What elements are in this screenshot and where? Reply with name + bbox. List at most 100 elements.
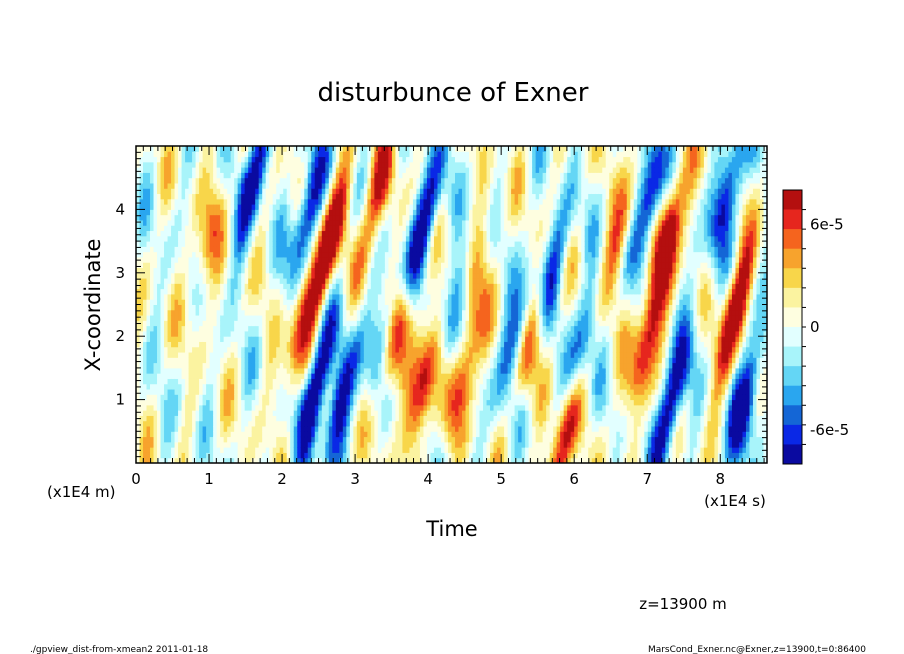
heatmap-cell	[374, 241, 379, 247]
heatmap-cell	[367, 410, 372, 416]
heatmap-cell	[143, 404, 148, 411]
heatmap-cell	[188, 293, 193, 300]
heatmap-cell	[237, 304, 242, 311]
heatmap-cell	[279, 378, 284, 385]
heatmap-cell	[388, 198, 393, 205]
heatmap-cell	[174, 378, 179, 385]
heatmap-cell	[272, 230, 277, 237]
heatmap-cell	[416, 352, 421, 358]
heatmap-cell	[286, 309, 291, 316]
heatmap-cell	[244, 330, 249, 337]
heatmap-cell	[199, 235, 204, 242]
heatmap-cell	[174, 399, 179, 406]
heatmap-cell	[321, 225, 326, 232]
heatmap-cell	[423, 373, 428, 379]
heatmap-cell	[370, 394, 375, 401]
heatmap-cell	[188, 394, 193, 401]
heatmap-cell	[199, 336, 204, 342]
heatmap-cell	[262, 415, 267, 422]
heatmap-cell	[321, 431, 326, 438]
heatmap-cell	[234, 299, 239, 305]
heatmap-cell	[276, 341, 281, 348]
heatmap-cell	[325, 172, 330, 179]
heatmap-cell	[286, 367, 291, 374]
heatmap-cell	[381, 457, 386, 464]
heatmap-cell	[363, 378, 368, 385]
heatmap-cell	[314, 447, 319, 453]
heatmap-cell	[283, 346, 288, 353]
heatmap-cell	[230, 288, 235, 295]
heatmap-cell	[174, 288, 179, 295]
heatmap-cell	[213, 352, 218, 358]
heatmap-cell	[220, 330, 225, 337]
heatmap-cell	[276, 251, 281, 258]
heatmap-cell	[307, 214, 312, 221]
heatmap-cell	[300, 309, 305, 316]
heatmap-cell	[300, 436, 305, 443]
heatmap-cell	[258, 209, 263, 216]
heatmap-cell	[286, 146, 291, 152]
heatmap-cell	[248, 293, 253, 300]
heatmap-cell	[423, 389, 428, 395]
heatmap-cell	[374, 262, 379, 269]
heatmap-cell	[276, 420, 281, 427]
heatmap-cell	[356, 436, 361, 443]
heatmap-cell	[328, 204, 333, 210]
heatmap-cell	[192, 399, 197, 406]
heatmap-cell	[143, 193, 148, 200]
heatmap-cell	[283, 399, 288, 406]
heatmap-cell	[153, 209, 158, 216]
heatmap-cell	[349, 209, 354, 216]
heatmap-cell	[244, 230, 249, 237]
heatmap-cell	[349, 373, 354, 379]
heatmap-cell	[318, 362, 323, 369]
heatmap-cell	[391, 225, 396, 232]
heatmap-cell	[391, 204, 396, 210]
heatmap-cell	[332, 415, 337, 422]
heatmap-cell	[150, 182, 155, 189]
heatmap-cell	[272, 315, 277, 321]
heatmap-cell	[402, 272, 407, 279]
heatmap-cell	[248, 151, 253, 158]
heatmap-cell	[199, 420, 204, 427]
heatmap-cell	[314, 304, 319, 311]
heatmap-cell	[227, 246, 232, 253]
heatmap-cell	[216, 225, 221, 232]
heatmap-cell	[178, 256, 183, 263]
heatmap-cell	[356, 272, 361, 279]
heatmap-cell	[311, 225, 316, 232]
heatmap-cell	[356, 151, 361, 158]
heatmap-cell	[416, 267, 421, 274]
heatmap-cell	[192, 404, 197, 411]
heatmap-cell	[234, 177, 239, 184]
heatmap-cell	[374, 457, 379, 464]
heatmap-cell	[304, 420, 309, 427]
heatmap-cell	[318, 431, 323, 438]
heatmap-cell	[192, 193, 197, 200]
heatmap-cell	[307, 251, 312, 258]
heatmap-cell	[276, 283, 281, 290]
heatmap-cell	[370, 167, 375, 173]
heatmap-cell	[314, 177, 319, 184]
heatmap-cell	[314, 299, 319, 305]
heatmap-cell	[419, 293, 424, 300]
heatmap-cell	[157, 336, 162, 342]
heatmap-cell	[426, 399, 431, 406]
heatmap-cell	[409, 325, 414, 332]
heatmap-cell	[209, 188, 214, 195]
heatmap-cell	[174, 341, 179, 348]
heatmap-cell	[164, 330, 169, 337]
heatmap-cell	[171, 415, 176, 422]
heatmap-cell	[419, 389, 424, 395]
heatmap-cell	[342, 436, 347, 443]
heatmap-cell	[314, 309, 319, 316]
heatmap-cell	[269, 383, 274, 390]
heatmap-cell	[321, 209, 326, 216]
heatmap-cell	[174, 230, 179, 237]
heatmap-cell	[409, 177, 414, 184]
heatmap-cell	[136, 235, 141, 242]
heatmap-cell	[139, 404, 144, 411]
heatmap-cell	[388, 336, 393, 342]
heatmap-cell	[293, 320, 298, 327]
heatmap-cell	[178, 357, 183, 364]
